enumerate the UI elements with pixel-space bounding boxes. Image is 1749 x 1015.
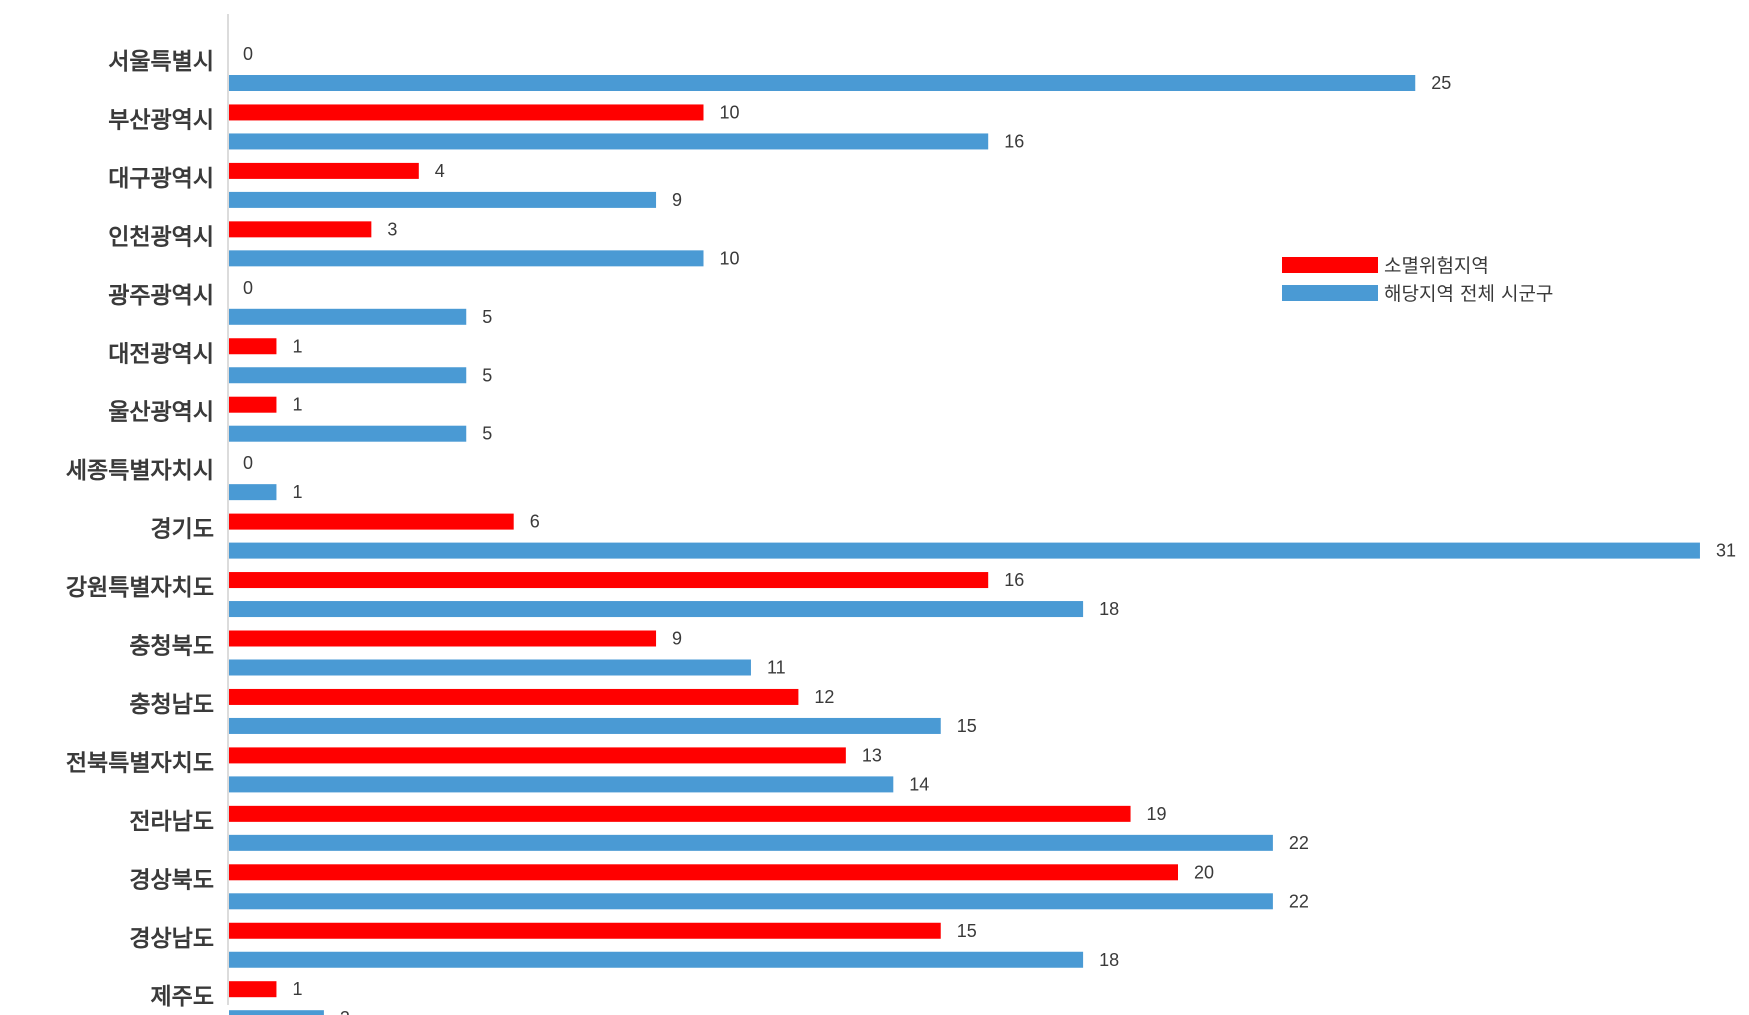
category-label: 대구광역시 [108,166,214,192]
data-label: 18 [1099,950,1119,970]
data-label: 13 [862,745,882,765]
bar-total-districts [229,659,751,676]
data-label: 9 [672,190,682,210]
data-label: 3 [387,219,397,239]
data-label: 4 [435,161,445,181]
category-label: 제주도 [151,984,214,1010]
bar-total-districts [229,308,467,325]
data-label: 0 [243,44,253,64]
bar-total-districts [229,893,1273,910]
bar-total-districts [229,776,894,793]
data-label: 1 [292,395,302,415]
data-label: 5 [482,307,492,327]
bar-total-districts [229,75,1416,91]
category-label: 울산광역시 [108,400,214,426]
data-label: 12 [814,687,834,707]
bar-risk-area [229,747,846,764]
bars-group [229,75,1700,1015]
bar-risk-area [229,630,657,647]
bar-risk-area [229,221,372,238]
category-label: 충청남도 [129,692,214,718]
data-label: 1 [292,482,302,502]
legend-label: 해당지역 전체 시군구 [1384,283,1553,305]
bar-risk-area [229,805,1131,822]
bar-risk-area [229,981,277,998]
data-label: 19 [1147,804,1167,824]
bar-total-districts [229,484,277,501]
data-label: 22 [1289,891,1309,911]
bar-total-districts [229,367,467,384]
bar-risk-area [229,864,1178,881]
bar-risk-area [229,338,277,355]
data-label: 16 [1004,131,1024,151]
data-label: 25 [1431,73,1451,93]
bar-total-districts [229,1010,324,1015]
category-label: 전북특별자치도 [66,750,214,776]
bar-total-districts [229,542,1700,559]
data-label: 5 [482,365,492,385]
category-label: 서울특별시 [108,49,214,75]
bar-risk-area [229,513,514,530]
bar-risk-area [229,162,419,179]
bar-total-districts [229,191,657,208]
data-label: 15 [957,921,977,941]
bar-total-districts [229,250,704,267]
legend-swatch-risk-area [1282,257,1378,273]
data-label: 11 [767,658,786,678]
bar-total-districts [229,133,989,150]
bar-total-districts [229,717,941,734]
category-label: 경상북도 [129,867,214,893]
bar-risk-area [229,572,989,589]
legend-swatch-total-districts [1282,285,1378,301]
category-label: 부산광역시 [108,107,214,133]
category-label: 세종특별자치시 [66,458,214,484]
data-label: 18 [1099,599,1119,619]
category-labels: 서울특별시부산광역시대구광역시인천광역시광주광역시대전광역시울산광역시세종특별자… [66,49,214,1010]
data-label: 6 [530,512,540,532]
category-label: 전라남도 [129,809,214,835]
value-labels: 0251016493100515150163116189111215131419… [243,44,1736,1015]
category-label: 충청북도 [129,634,214,660]
bar-total-districts [229,951,1084,968]
data-label: 15 [957,716,977,736]
bar-risk-area [229,396,277,413]
bar-total-districts [229,601,1084,618]
data-label: 10 [720,248,740,268]
bar-risk-area [229,922,941,939]
bar-risk-area [229,688,799,705]
data-label: 20 [1194,862,1214,882]
category-label: 광주광역시 [108,283,214,309]
data-label: 1 [292,979,302,999]
category-label: 인천광역시 [108,224,214,250]
data-label: 1 [292,336,302,356]
data-label: 31 [1716,541,1736,561]
data-label: 14 [909,774,929,794]
data-label: 9 [672,629,682,649]
data-label: 22 [1289,833,1309,853]
category-label: 강원특별자치도 [66,575,214,601]
data-label: 0 [243,453,253,473]
bar-total-districts [229,834,1273,851]
data-label: 16 [1004,570,1024,590]
data-label: 10 [720,102,740,122]
data-label: 5 [482,424,492,444]
category-label: 경기도 [151,517,214,543]
category-label: 경상남도 [129,926,214,952]
data-label: 0 [243,278,253,298]
bar-risk-area [229,104,704,121]
category-label: 대전광역시 [108,341,214,367]
legend-label: 소멸위험지역 [1384,255,1489,277]
data-label: 2 [340,1008,350,1015]
bar-total-districts [229,425,467,442]
